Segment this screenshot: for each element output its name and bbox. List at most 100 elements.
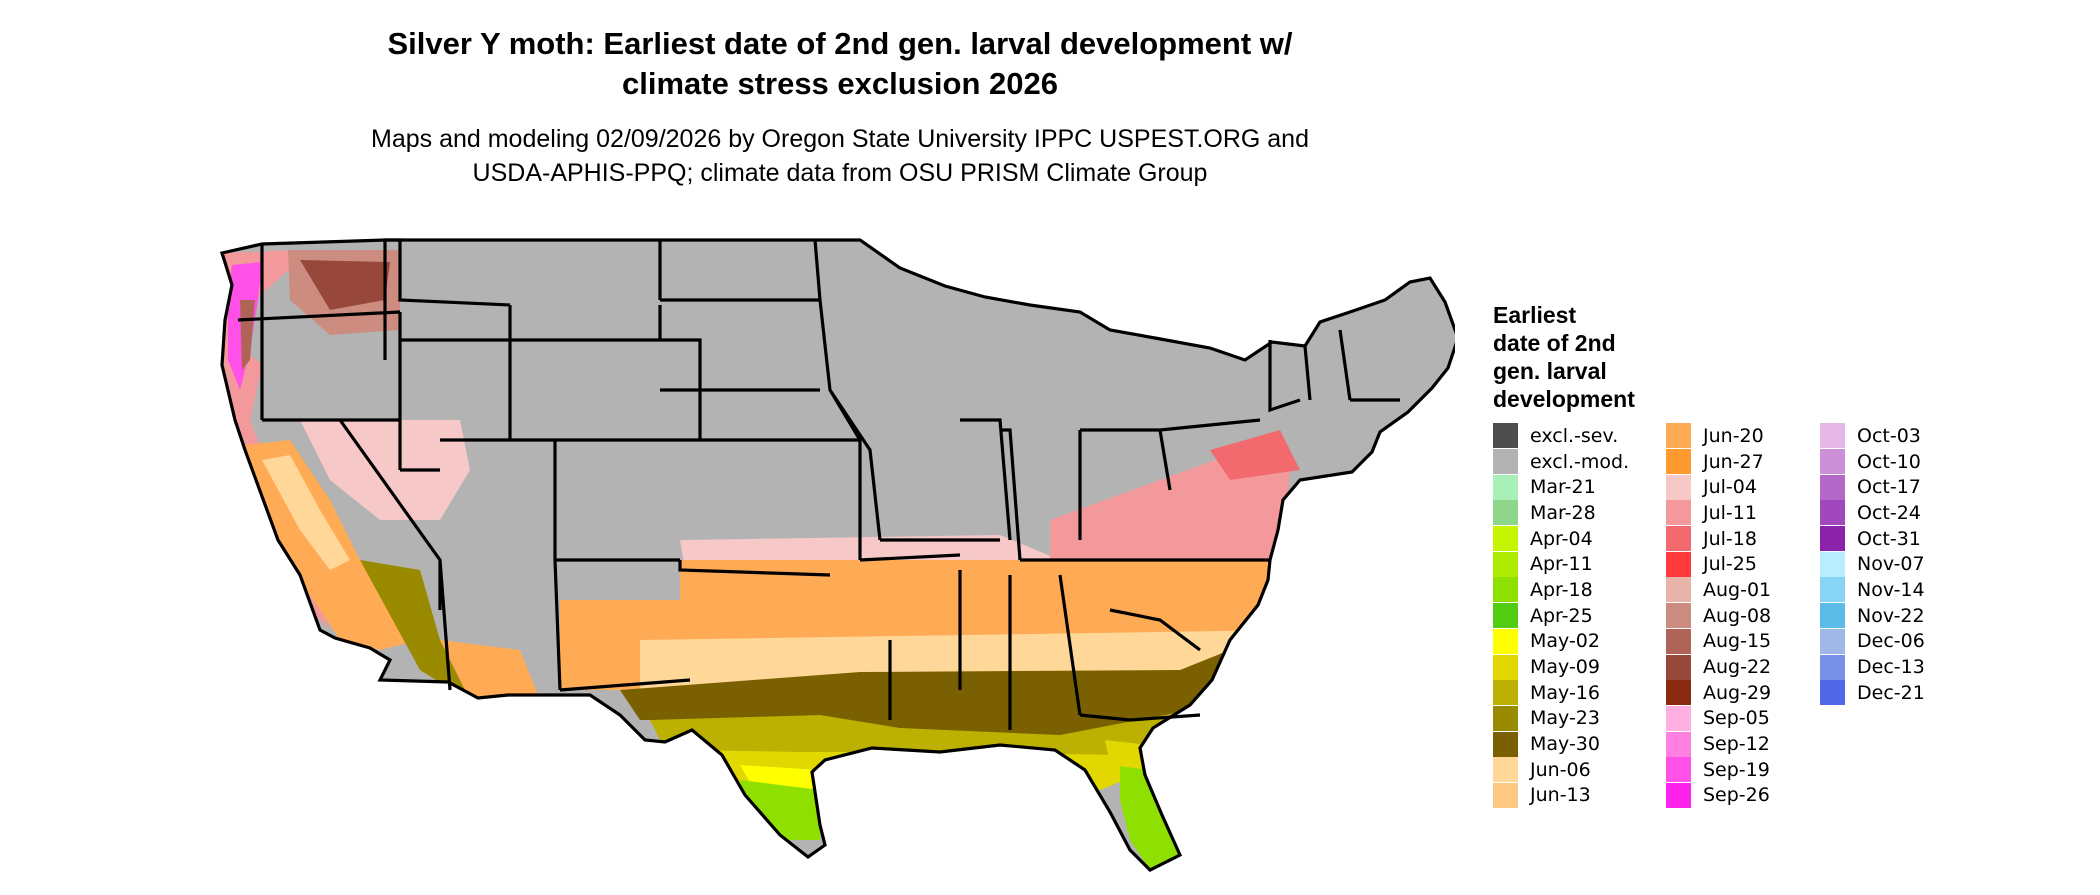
legend-swatch bbox=[1666, 782, 1691, 808]
legend-item: Sep-19 bbox=[1666, 757, 1771, 783]
legend-swatch bbox=[1666, 500, 1691, 526]
legend-label: Aug-15 bbox=[1703, 630, 1772, 653]
legend-column-3: Oct-03 Oct-10 Oct-17 Oct-24 Oct-31 Nov-07 Nov-… bbox=[1820, 423, 1925, 706]
legend-title-line: gen. larval bbox=[1493, 358, 1607, 384]
legend-swatch bbox=[1666, 551, 1691, 577]
legend-label: excl.-sev. bbox=[1530, 424, 1619, 447]
legend-swatch bbox=[1820, 474, 1845, 500]
legend-label: Dec-06 bbox=[1857, 630, 1925, 653]
map-subtitle: Maps and modeling 02/09/2026 by Oregon S… bbox=[250, 122, 1430, 190]
legend-item: Mar-28 bbox=[1493, 500, 1629, 526]
state-borders bbox=[220, 238, 1455, 872]
legend-swatch bbox=[1820, 577, 1845, 603]
legend-item: Oct-17 bbox=[1820, 474, 1925, 500]
subtitle-line-2: USDA-APHIS-PPQ; climate data from OSU PR… bbox=[472, 159, 1208, 187]
legend-label: May-02 bbox=[1530, 630, 1600, 653]
legend-label: Aug-01 bbox=[1703, 578, 1772, 601]
legend-item: Dec-21 bbox=[1820, 680, 1925, 706]
legend-item: Sep-26 bbox=[1666, 782, 1771, 809]
legend-item: Nov-07 bbox=[1820, 551, 1925, 577]
subtitle-line-1: Maps and modeling 02/09/2026 by Oregon S… bbox=[371, 125, 1309, 153]
legend-item: excl.-mod. bbox=[1493, 449, 1629, 475]
legend-label: Apr-25 bbox=[1530, 604, 1593, 627]
legend-item: Sep-12 bbox=[1666, 731, 1771, 757]
legend-label: May-16 bbox=[1530, 681, 1600, 704]
legend-label: Sep-12 bbox=[1703, 733, 1770, 756]
legend-swatch bbox=[1493, 782, 1518, 808]
legend-label: Oct-03 bbox=[1857, 424, 1921, 447]
legend-item: Oct-24 bbox=[1820, 500, 1925, 526]
legend-item: Apr-25 bbox=[1493, 603, 1629, 629]
legend-column-2: Jun-20 Jun-27 Jul-04 Jul-11 Jul-18 Jul-25 Aug-… bbox=[1666, 423, 1771, 808]
title-line-2: climate stress exclusion 2026 bbox=[622, 66, 1058, 101]
legend-item: Jul-11 bbox=[1666, 500, 1771, 526]
legend-item: excl.-sev. bbox=[1493, 423, 1629, 449]
legend-item: May-23 bbox=[1493, 705, 1629, 732]
legend-swatch bbox=[1666, 680, 1691, 706]
legend-label: Sep-05 bbox=[1703, 707, 1770, 730]
legend-swatch bbox=[1820, 628, 1845, 654]
legend-title-line: Earliest bbox=[1493, 302, 1577, 328]
legend-swatch bbox=[1666, 577, 1691, 603]
legend-swatch bbox=[1666, 423, 1691, 449]
legend-label: Dec-13 bbox=[1857, 656, 1925, 679]
legend-item: Dec-06 bbox=[1820, 628, 1925, 655]
legend-label: excl.-mod. bbox=[1530, 450, 1630, 473]
legend-item: Aug-01 bbox=[1666, 577, 1771, 603]
legend-swatch bbox=[1666, 654, 1691, 680]
legend-title: Earliest date of 2nd gen. larval develop… bbox=[1493, 301, 1693, 413]
legend-item: Apr-04 bbox=[1493, 526, 1629, 552]
legend-swatch bbox=[1666, 526, 1691, 552]
legend-label: Apr-04 bbox=[1530, 527, 1593, 550]
legend-swatch bbox=[1666, 474, 1691, 500]
legend-label: Mar-28 bbox=[1530, 501, 1596, 524]
legend-item: Apr-18 bbox=[1493, 577, 1629, 603]
legend-swatch bbox=[1493, 654, 1518, 680]
legend-swatch bbox=[1493, 680, 1518, 706]
legend-swatch bbox=[1493, 757, 1518, 783]
legend-label: Jul-25 bbox=[1703, 553, 1757, 576]
legend-label: May-30 bbox=[1530, 733, 1600, 756]
legend-label: Aug-29 bbox=[1703, 681, 1772, 704]
legend-label: Oct-17 bbox=[1857, 476, 1921, 499]
legend-label: Apr-18 bbox=[1530, 578, 1593, 601]
legend-swatch bbox=[1493, 551, 1518, 577]
legend-swatch bbox=[1493, 526, 1518, 552]
legend-swatch bbox=[1493, 603, 1518, 629]
legend-item: Mar-21 bbox=[1493, 474, 1629, 500]
legend-item: Aug-15 bbox=[1666, 628, 1772, 655]
title-line-1: Silver Y moth: Earliest date of 2nd gen.… bbox=[387, 26, 1293, 61]
legend-label: Oct-31 bbox=[1857, 527, 1921, 550]
legend-item: Oct-31 bbox=[1820, 526, 1925, 552]
legend-label: Jun-06 bbox=[1530, 758, 1591, 781]
legend-label: Sep-19 bbox=[1703, 758, 1770, 781]
legend-label: Jul-11 bbox=[1703, 501, 1757, 524]
legend-swatch bbox=[1820, 449, 1845, 475]
legend-item: Oct-03 bbox=[1820, 423, 1925, 449]
legend-label: Aug-08 bbox=[1703, 604, 1772, 627]
legend-item: Nov-14 bbox=[1820, 577, 1925, 603]
legend-label: Mar-21 bbox=[1530, 476, 1596, 499]
legend-item: Sep-05 bbox=[1666, 705, 1771, 732]
legend-label: Nov-22 bbox=[1857, 604, 1925, 627]
legend-swatch bbox=[1820, 500, 1845, 526]
legend-item: Dec-13 bbox=[1820, 654, 1925, 680]
legend-swatch bbox=[1666, 603, 1691, 629]
legend-swatch bbox=[1493, 474, 1518, 500]
legend-label: May-09 bbox=[1530, 656, 1600, 679]
legend-label: Jul-18 bbox=[1703, 527, 1757, 550]
us-map bbox=[220, 238, 1455, 872]
legend-label: Oct-10 bbox=[1857, 450, 1921, 473]
legend-item: Aug-29 bbox=[1666, 680, 1771, 706]
map-title: Silver Y moth: Earliest date of 2nd gen.… bbox=[250, 24, 1430, 104]
legend-swatch bbox=[1493, 628, 1518, 654]
legend-item: Jun-27 bbox=[1666, 449, 1771, 475]
legend-label: Oct-24 bbox=[1857, 501, 1921, 524]
legend-swatch bbox=[1820, 654, 1845, 680]
legend-item: Jun-20 bbox=[1666, 423, 1771, 449]
legend-label: Sep-26 bbox=[1703, 784, 1770, 807]
legend-label: Apr-11 bbox=[1530, 553, 1593, 576]
legend-item: May-09 bbox=[1493, 654, 1629, 680]
legend-swatch bbox=[1493, 423, 1518, 449]
legend-swatch bbox=[1820, 551, 1845, 577]
